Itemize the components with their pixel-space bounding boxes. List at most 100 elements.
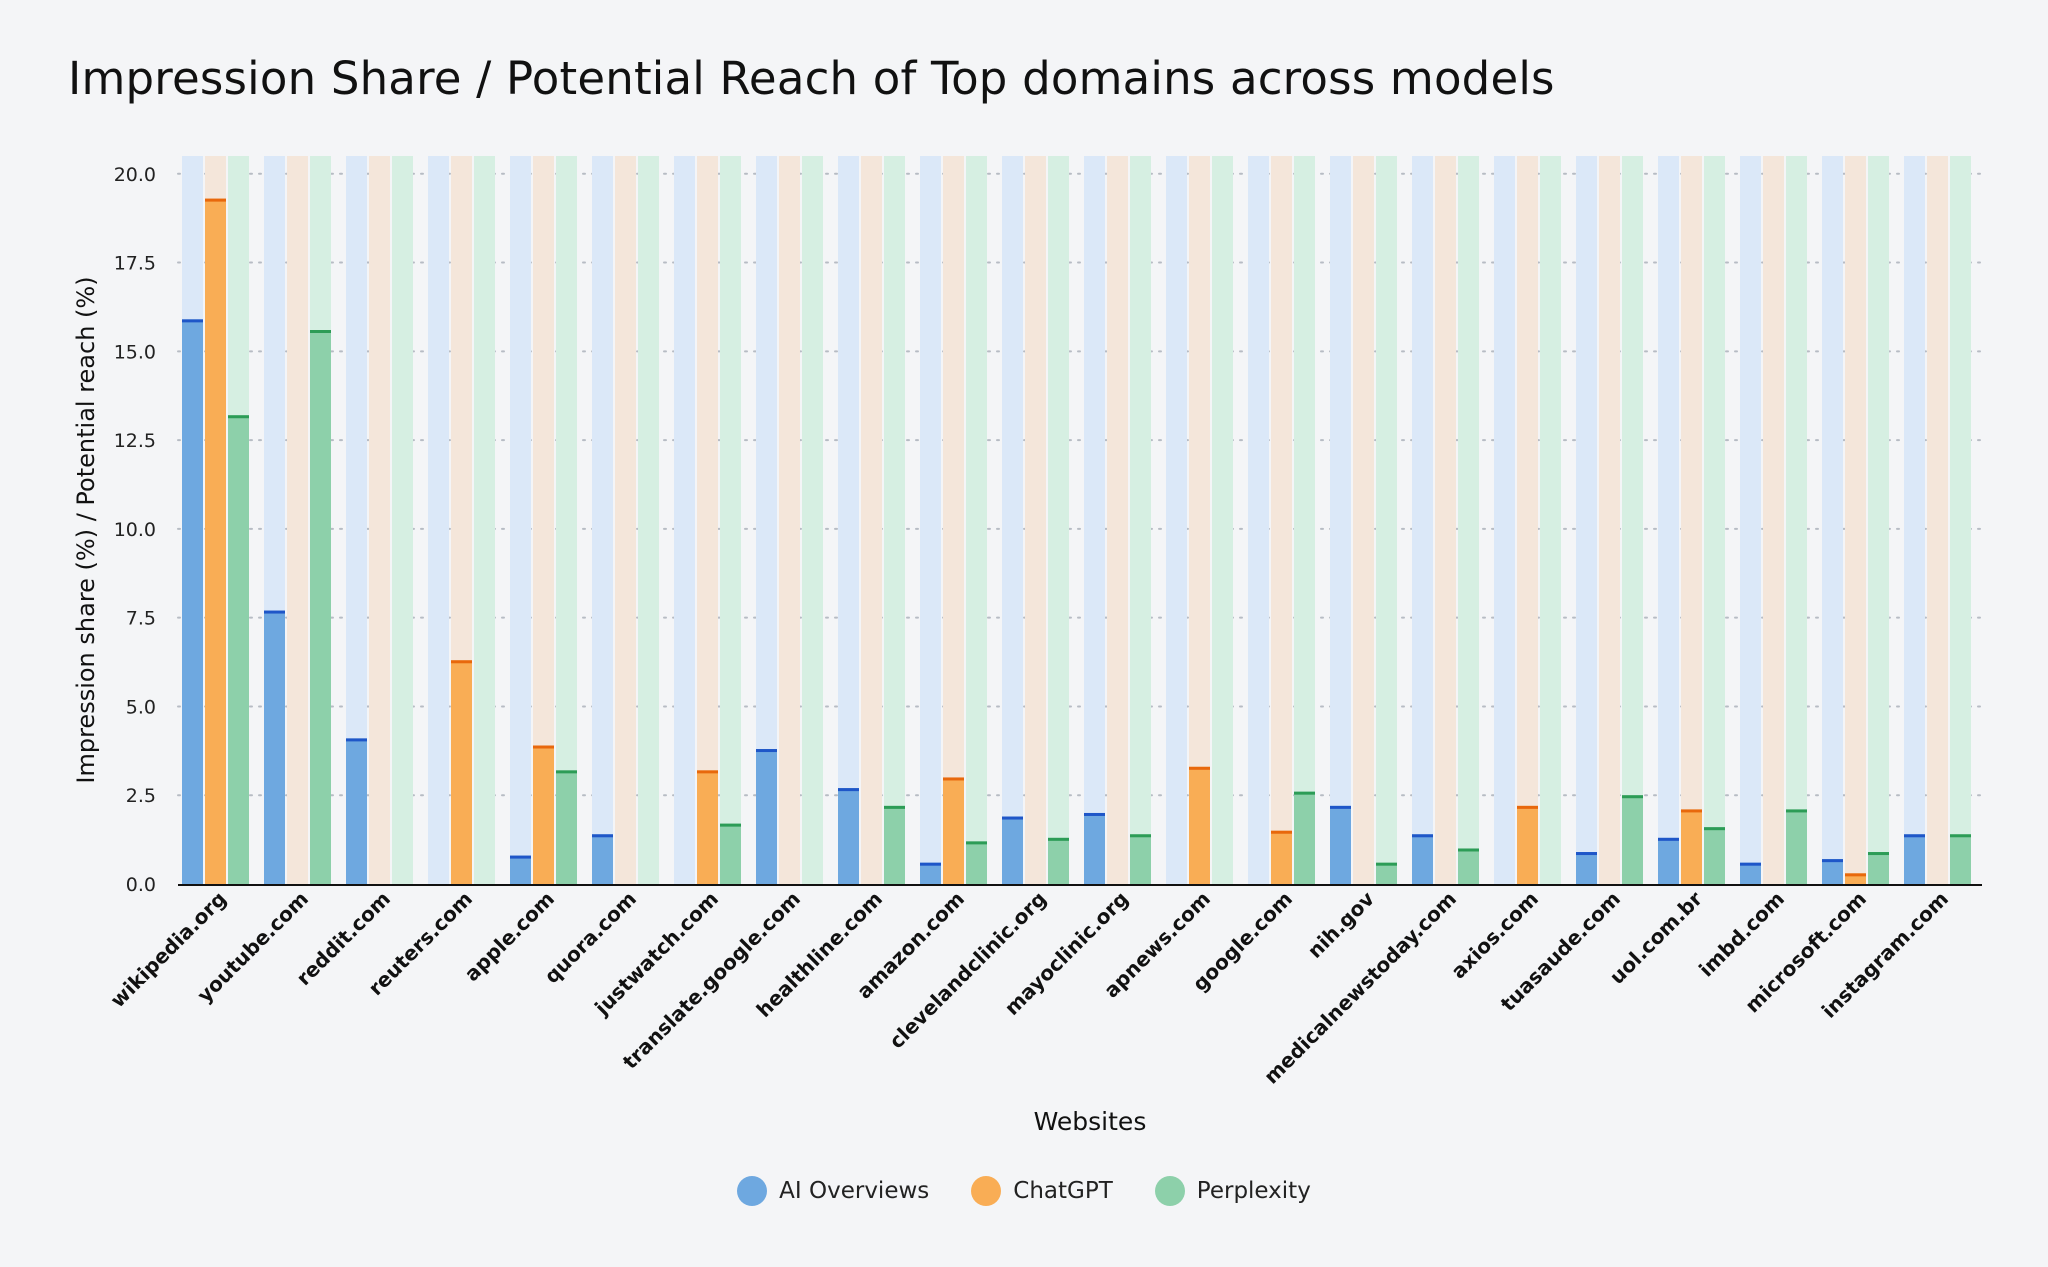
bar-group-instagram-com <box>1904 156 1971 884</box>
bar-background-ai-overviews <box>428 156 449 884</box>
bar-perplexity <box>1048 837 1069 884</box>
x-tick-label: nih.gov <box>1303 887 1379 963</box>
bar-top-edge-chatgpt <box>205 198 226 202</box>
bar-background-chatgpt <box>1025 156 1046 884</box>
legend-item-ai-overviews[interactable]: AI Overviews <box>737 1176 929 1206</box>
bar-top-edge-perplexity <box>1130 834 1151 838</box>
bar-background-ai-overviews <box>756 156 777 884</box>
bar-background-perplexity <box>1130 156 1151 884</box>
bar-background-ai-overviews <box>1740 156 1761 884</box>
bar-top-edge-perplexity <box>228 415 249 419</box>
bar-top-edge-ai-overviews <box>838 788 859 792</box>
bar-ai-overviews <box>592 834 613 884</box>
bar-background-perplexity <box>1786 156 1807 884</box>
bar-top-edge-chatgpt <box>451 660 472 664</box>
bar-background-ai-overviews <box>592 156 613 884</box>
bar-background-chatgpt <box>533 156 554 884</box>
legend-label-perplexity: Perplexity <box>1196 1178 1311 1204</box>
bar-group-google-com <box>1248 156 1315 884</box>
bar-perplexity <box>1704 827 1725 884</box>
bar-background-chatgpt <box>1517 156 1538 884</box>
bar-background-chatgpt <box>1927 156 1948 884</box>
bar-top-edge-chatgpt <box>533 745 554 749</box>
bar-background-chatgpt <box>615 156 636 884</box>
bar-top-edge-chatgpt <box>1271 830 1292 834</box>
bar-background-chatgpt <box>779 156 800 884</box>
bar-background-ai-overviews <box>1658 156 1679 884</box>
bar-group-youtube-com <box>264 156 331 884</box>
bar-ai-overviews <box>1904 834 1925 884</box>
y-tick-label: 2.5 <box>126 785 156 807</box>
bar-group-clevelandclinic-org <box>1002 156 1069 884</box>
bar-top-edge-ai-overviews <box>1740 862 1761 866</box>
bar-chatgpt <box>1271 830 1292 884</box>
bar-top-edge-ai-overviews <box>264 610 285 614</box>
bar-top-edge-ai-overviews <box>510 855 531 859</box>
bar-group-amazon-com <box>920 156 987 884</box>
bar-top-edge-ai-overviews <box>756 749 777 753</box>
bar-chatgpt <box>1517 805 1538 884</box>
bar-top-edge-ai-overviews <box>1330 805 1351 809</box>
bar-ai-overviews <box>1084 812 1105 884</box>
bar-ai-overviews <box>756 749 777 884</box>
y-tick-label: 20.0 <box>114 164 156 186</box>
bar-group-wikipedia-org <box>182 156 249 885</box>
bar-chatgpt <box>533 745 554 884</box>
bar-ai-overviews <box>1576 852 1597 884</box>
bar-background-perplexity <box>638 156 659 884</box>
bar-background-perplexity <box>1868 156 1889 884</box>
bar-background-ai-overviews <box>1002 156 1023 884</box>
bar-background-perplexity <box>1048 156 1069 884</box>
bar-ai-overviews <box>182 319 203 885</box>
bar-ai-overviews <box>1412 834 1433 884</box>
bar-perplexity <box>1622 795 1643 884</box>
bar-top-edge-perplexity <box>966 841 987 845</box>
bar-group-uol-com-br <box>1658 156 1725 884</box>
bar-top-edge-perplexity <box>556 770 577 774</box>
bar-background-ai-overviews <box>1084 156 1105 884</box>
bar-background-chatgpt <box>1845 156 1866 884</box>
legend-item-chatgpt[interactable]: ChatGPT <box>971 1176 1113 1206</box>
bar-ai-overviews <box>346 738 367 884</box>
bar-group-apple-com <box>510 156 577 884</box>
legend-label-ai-overviews: AI Overviews <box>779 1178 930 1204</box>
bar-background-ai-overviews <box>838 156 859 884</box>
bar-group-mayoclinic-org <box>1084 156 1151 884</box>
bar-background-chatgpt <box>1435 156 1456 884</box>
bar-background-ai-overviews <box>346 156 367 884</box>
bar-top-edge-perplexity <box>310 330 331 334</box>
legend-item-perplexity[interactable]: Perplexity <box>1154 1176 1311 1206</box>
chart-title: Impression Share / Potential Reach of To… <box>68 52 1555 105</box>
bar-top-edge-chatgpt <box>697 770 718 774</box>
x-axis: wikipedia.orgyoutube.comreddit.comreuter… <box>105 886 1953 1088</box>
bar-background-perplexity <box>1540 156 1561 884</box>
bar-group-microsoft-com <box>1822 156 1889 884</box>
bar-background-chatgpt <box>943 156 964 884</box>
bar-group-apnews-com <box>1166 156 1233 884</box>
bar-perplexity <box>1786 809 1807 884</box>
bar-top-edge-perplexity <box>1294 791 1315 795</box>
bar-background-chatgpt <box>697 156 718 884</box>
bar-background-perplexity <box>474 156 495 884</box>
legend-swatch-perplexity <box>1154 1176 1185 1206</box>
legend-label-chatgpt: ChatGPT <box>1013 1178 1113 1204</box>
y-axis-title: Impression share (%) / Potential reach (… <box>72 276 100 783</box>
bar-background-chatgpt <box>1107 156 1128 884</box>
x-tick-label: clevelandclinic.org <box>884 887 1051 1054</box>
bar-top-edge-perplexity <box>1786 809 1807 813</box>
bar-top-edge-perplexity <box>1950 834 1971 838</box>
x-axis-title: Websites <box>1034 1107 1147 1136</box>
bar-background-chatgpt <box>287 156 308 884</box>
bar-background-ai-overviews <box>920 156 941 884</box>
bar-ai-overviews <box>1658 837 1679 884</box>
bar-chatgpt <box>205 198 226 885</box>
bar-top-edge-perplexity <box>1704 827 1725 831</box>
bar-perplexity <box>1950 834 1971 884</box>
bar-top-edge-ai-overviews <box>1904 834 1925 838</box>
bar-background-ai-overviews <box>1248 156 1269 884</box>
bar-background-ai-overviews <box>674 156 695 884</box>
bar-background-chatgpt <box>1763 156 1784 884</box>
bar-top-edge-chatgpt <box>1845 873 1866 877</box>
bar-perplexity <box>1376 862 1397 884</box>
